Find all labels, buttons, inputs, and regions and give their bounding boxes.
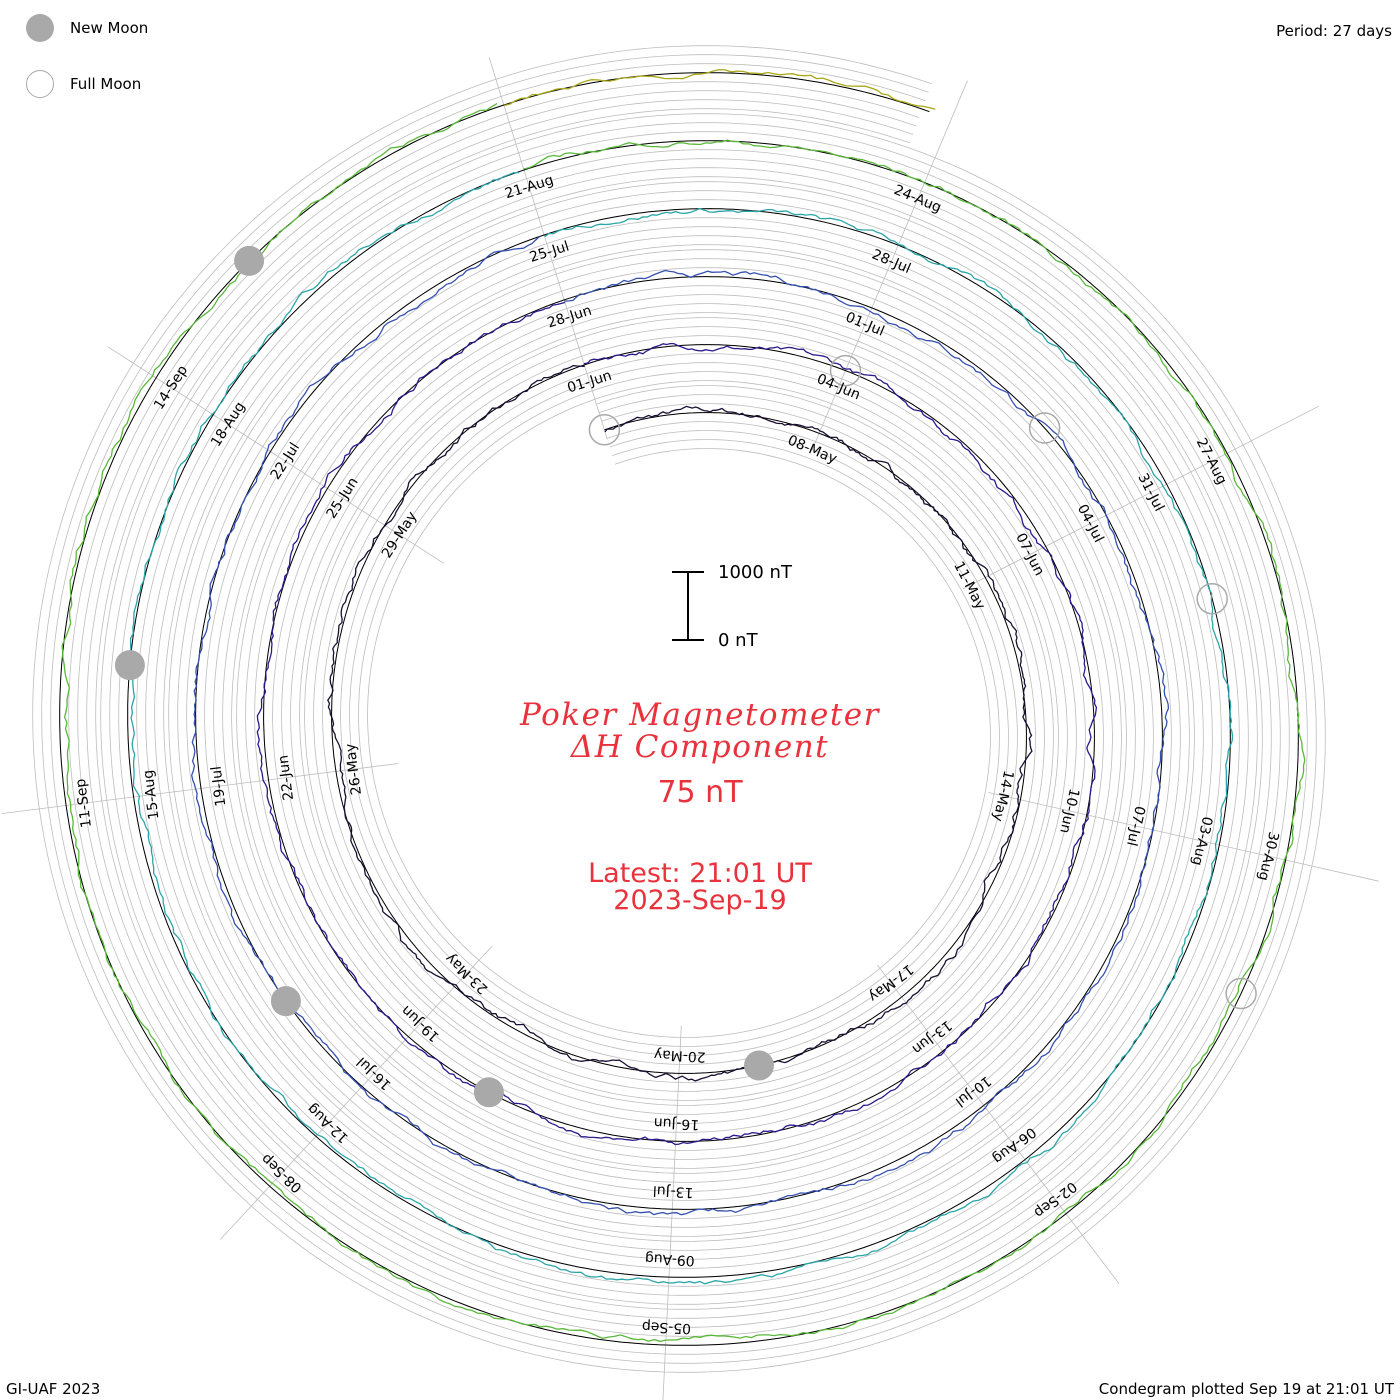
date-label: 28-Jun <box>545 303 593 332</box>
date-label: 05-Sep <box>641 1318 691 1336</box>
radial-spoke <box>107 346 445 564</box>
scale-bar <box>672 571 704 641</box>
radial-spoke <box>662 1025 682 1400</box>
grid-ring <box>50 63 1308 1355</box>
full-moon-marker <box>588 414 621 446</box>
date-label: 06-Aug <box>989 1124 1038 1167</box>
date-label: 01-Jul <box>843 309 887 339</box>
grid-ring <box>41 54 1317 1364</box>
baseline-spiral-line <box>59 72 1299 1346</box>
grid-ring <box>95 108 1263 1310</box>
date-label: 04-Jul <box>1074 502 1107 545</box>
dh-trace-rotation-6 <box>503 68 936 110</box>
dh-trace-layer <box>61 68 1306 1343</box>
dh-trace-rotation-5 <box>61 103 1306 1343</box>
moon-phase-markers <box>114 245 1257 1108</box>
full-moon-label: Full Moon <box>70 75 142 93</box>
new-moon-marker <box>473 1077 504 1108</box>
radial-spoke <box>1 763 399 814</box>
new-moon-marker <box>270 986 301 1017</box>
date-label: 07-Jun <box>1012 531 1047 579</box>
legend-new-moon: New Moon <box>26 14 148 42</box>
date-label: 04-Jun <box>814 371 862 403</box>
date-label: 27-Aug <box>1193 436 1230 488</box>
chart-subtitle: ΔH Component <box>570 729 830 765</box>
plotted-text: Condegram plotted Sep 19 at 21:01 UT <box>1098 1380 1394 1398</box>
date-label: 21-Aug <box>503 172 555 202</box>
date-label: 26-May <box>343 742 365 795</box>
grid-ring <box>77 90 1281 1328</box>
full-moon-marker <box>1196 582 1228 615</box>
radial-lines <box>1 57 1379 1400</box>
radial-spoke <box>962 405 1319 590</box>
full-moon-marker <box>829 354 862 387</box>
date-label: 01-Jun <box>566 368 614 397</box>
date-label: 19-Jul <box>208 765 229 807</box>
baseline-spiral <box>59 72 1299 1346</box>
full-moon-marker <box>1028 412 1061 444</box>
date-label: 22-Jun <box>276 754 298 801</box>
date-label: 28-Jul <box>869 247 913 277</box>
date-label: 02-Sep <box>1031 1178 1080 1221</box>
date-label: 13-Jun <box>909 1017 955 1057</box>
radial-spoke <box>811 80 968 450</box>
dh-trace-rotation-3 <box>191 236 1170 1216</box>
baseline-value: 75 nT <box>657 775 743 810</box>
date-label: 09-Aug <box>644 1250 695 1268</box>
dh-trace-rotation-1 <box>327 364 1033 1082</box>
credit-text: GI-UAF 2023 <box>6 1380 101 1398</box>
date-label: 11-Sep <box>73 778 95 829</box>
radial-spoke <box>988 792 1379 882</box>
new-moon-label: New Moon <box>70 19 149 37</box>
full-moon-marker <box>1225 977 1257 1010</box>
period-label: Period: 27 days <box>1276 22 1392 40</box>
full-moon-icon <box>26 70 54 98</box>
scale-top-label: 1000 nT <box>718 562 792 583</box>
date-label: 19-Jun <box>398 1002 442 1045</box>
latest-time: Latest: 21:01 UT <box>588 858 812 889</box>
date-label: 20-May <box>654 1046 707 1065</box>
grid-ring <box>32 45 1326 1373</box>
new-moon-icon <box>26 14 54 42</box>
date-label: 16-Jun <box>653 1114 699 1132</box>
chart-title: Poker Magnetometer <box>520 697 880 733</box>
scale-bottom-label: 0 nT <box>718 630 758 651</box>
grid-ring <box>68 81 1290 1337</box>
dh-trace-rotation-2 <box>256 301 1098 1146</box>
date-label: 17-May <box>865 961 916 1005</box>
radial-spoke <box>876 964 1120 1284</box>
grid-ring <box>86 99 1272 1319</box>
date-label: 23-May <box>442 950 491 997</box>
new-moon-marker <box>744 1050 774 1081</box>
new-moon-marker <box>114 650 145 681</box>
radial-spoke <box>488 57 608 440</box>
latest-date: 2023-Sep-19 <box>613 885 787 916</box>
date-label: 13-Jul <box>653 1182 694 1200</box>
date-label: 07-Jul <box>1123 804 1148 847</box>
date-label: 25-Jun <box>324 475 362 522</box>
legend-full-moon: Full Moon <box>26 70 141 98</box>
new-moon-marker <box>234 245 265 276</box>
radial-spoke <box>220 945 493 1240</box>
dh-trace-rotation-4 <box>128 171 1234 1285</box>
date-label: 15-Aug <box>140 769 162 821</box>
date-label: 31-Jul <box>1134 471 1167 514</box>
